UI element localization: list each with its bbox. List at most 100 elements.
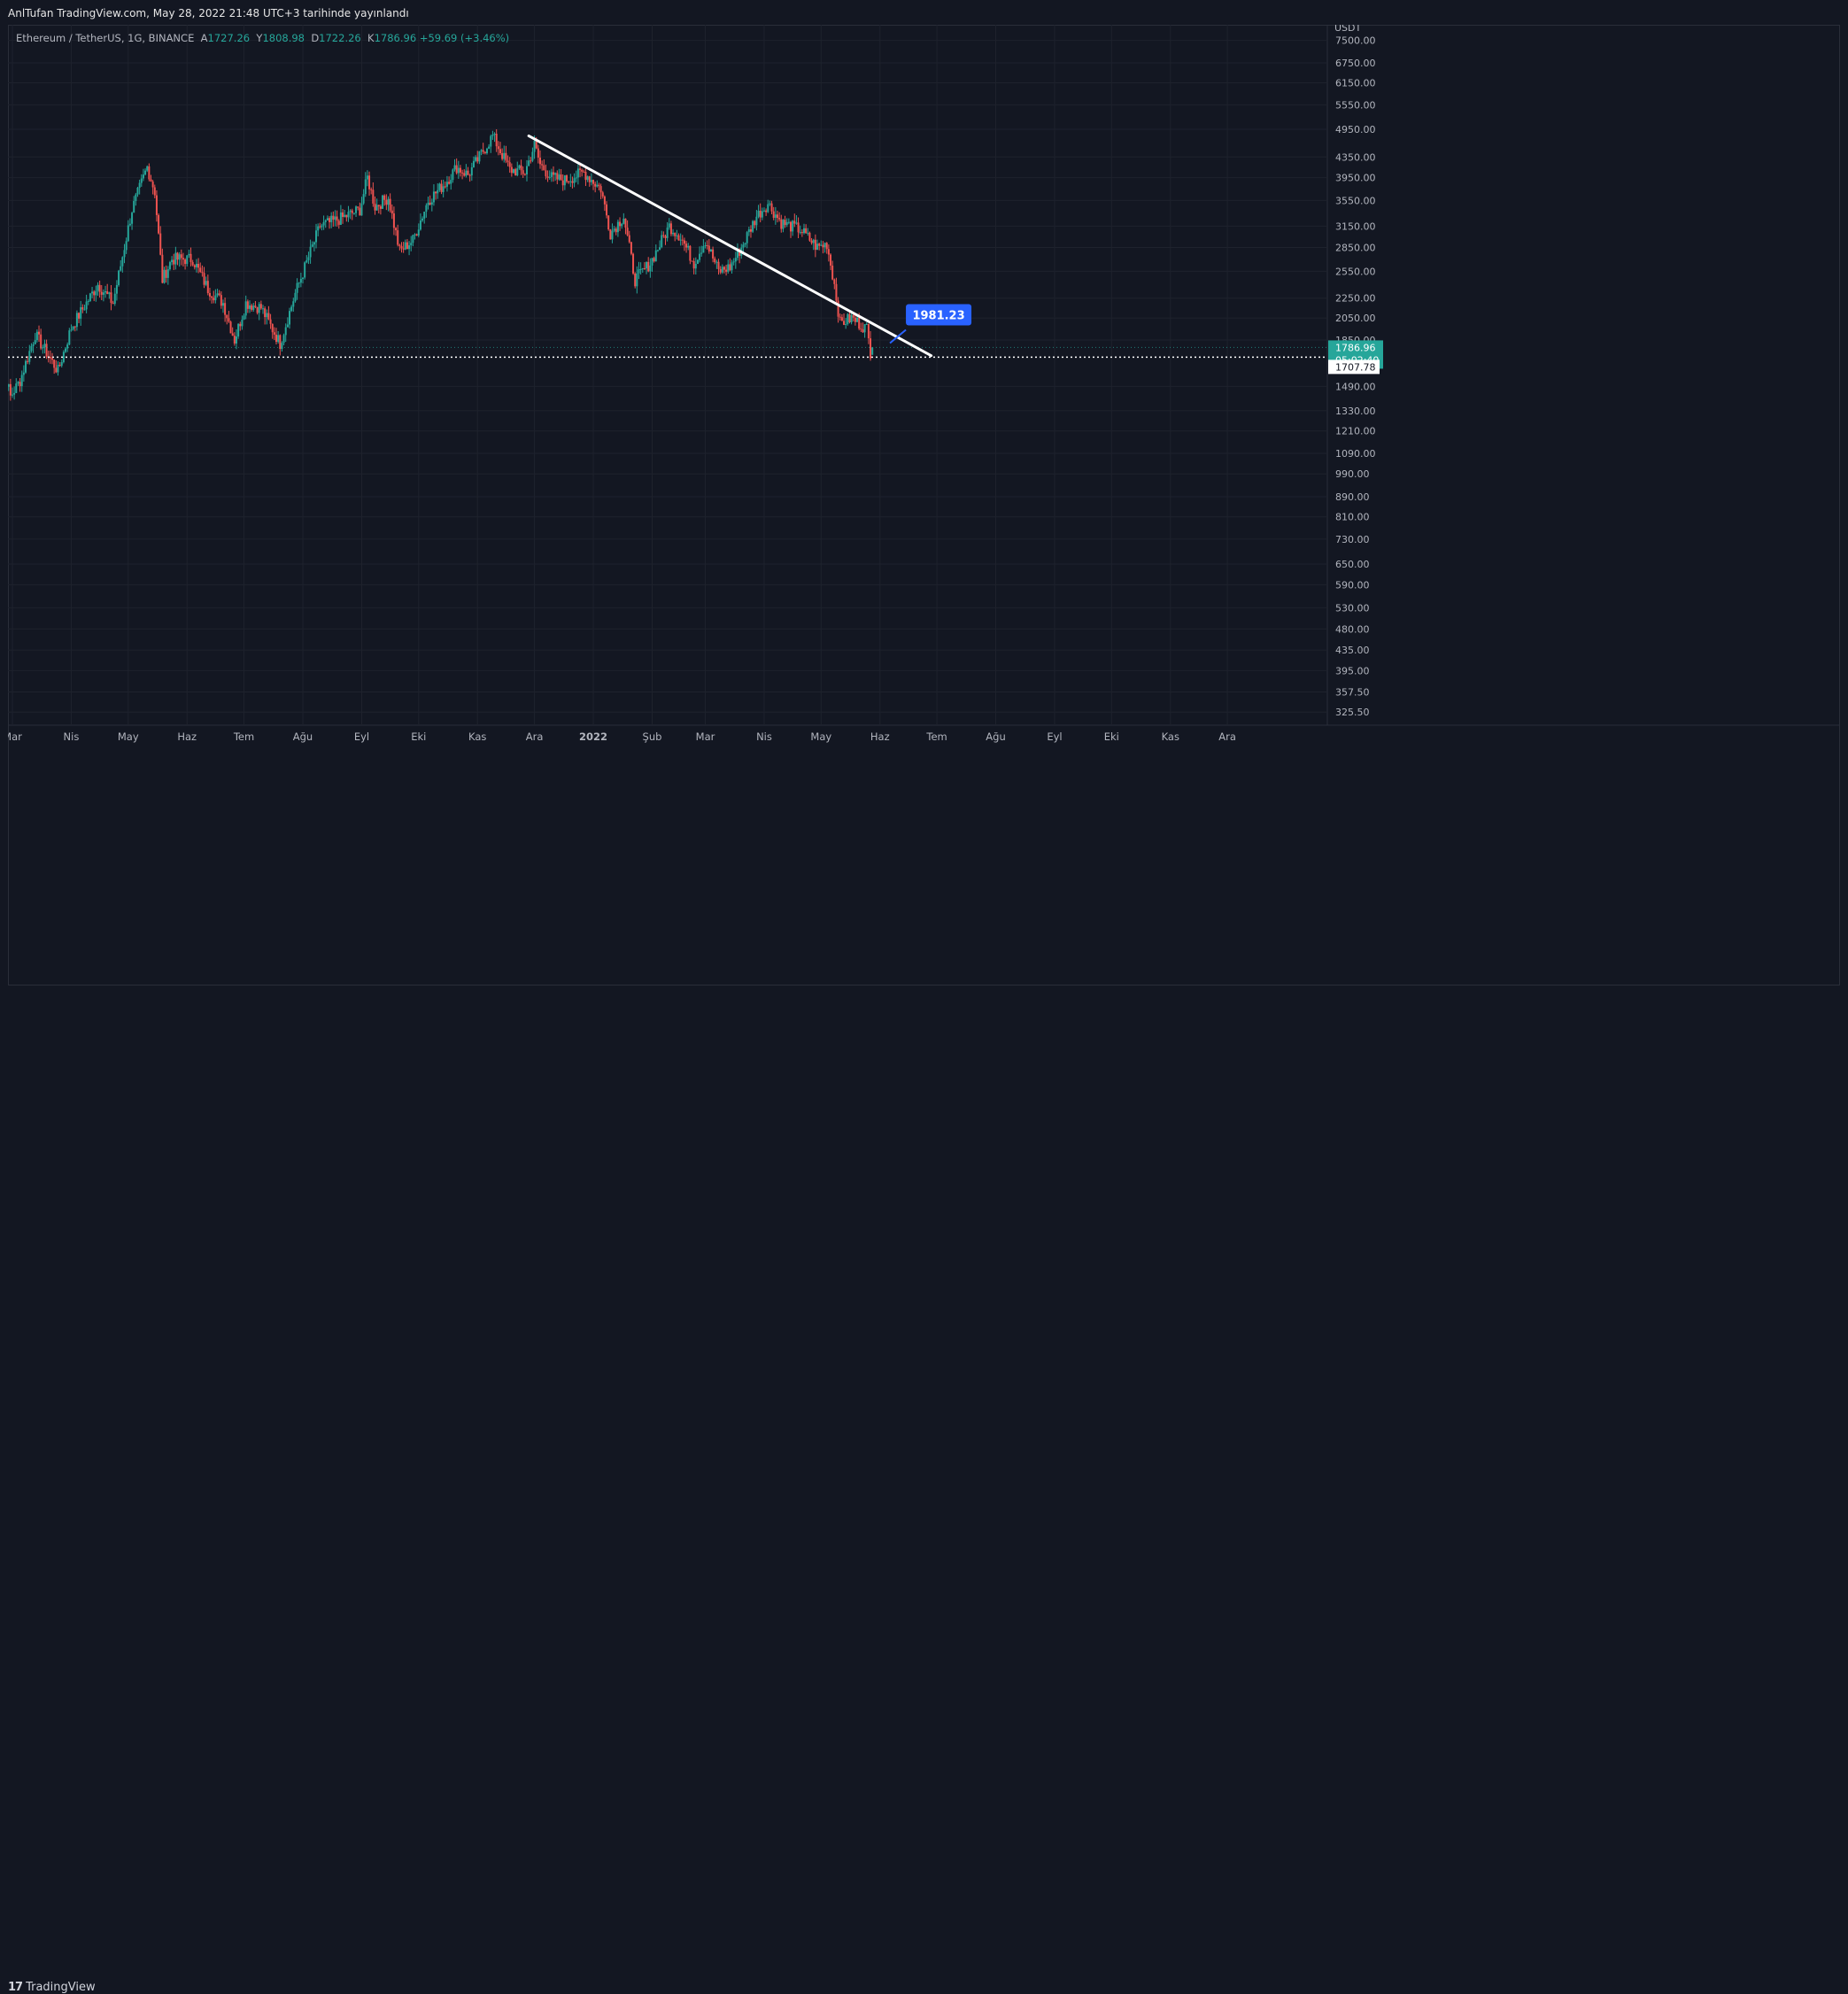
price-tick-label: 530.00 [1335,602,1370,614]
candle-body [93,291,96,296]
candle-body [195,264,197,267]
candle-body [734,258,737,262]
candle-body [495,133,498,147]
price-tick-label: 3950.00 [1335,173,1376,184]
candle-body [778,218,781,220]
candle-body [736,249,738,259]
tradingview-logo[interactable]: 17 TradingView [8,1981,96,1994]
candle-body [211,296,213,298]
candle-body [364,179,367,195]
candle-body [70,329,73,331]
candle-body [767,204,769,213]
header-bar: AnlTufan TradingView.com, May 28, 2022 2… [0,0,1848,25]
candle-body [522,170,524,174]
candle-body [366,175,368,180]
candle-body [448,182,451,184]
candle-body [315,230,318,243]
candle-body [653,258,655,262]
candle-body [485,148,488,154]
candle-body [32,344,35,346]
candle-body [261,308,264,310]
price-tick-label: 2050.00 [1335,313,1376,324]
candle-body [264,308,267,318]
candle-body [168,262,171,270]
candle-body [344,214,346,217]
candle-body [66,344,69,349]
price-tick-label: 2850.00 [1335,243,1376,254]
candle-body [20,375,23,387]
candle-body [478,151,481,162]
candle-body [427,202,429,205]
candle-body [120,266,122,271]
candle-body [231,333,234,336]
candle-body [457,167,460,174]
candle-body [146,166,149,171]
candle-body [311,244,313,247]
candle-body [628,235,630,243]
candle-body [862,329,864,333]
candle-body [738,249,741,256]
price-tick-label: 810.00 [1335,512,1370,523]
candle-body [646,261,648,269]
candle-body [51,358,54,360]
candle-body [87,301,89,303]
candle-body [488,146,491,149]
candle-body [566,175,568,182]
candle-body [512,169,514,174]
candle-body [27,360,29,362]
candle-body [375,205,378,211]
candle-body [634,273,637,287]
candle-body [271,323,274,333]
candle-body [178,254,181,260]
candle-body [392,213,395,228]
candle-body [668,223,670,228]
candle-body [385,199,388,205]
candlestick-series [8,128,874,401]
candle-body [712,249,715,259]
candle-body [138,182,141,188]
candle-body [691,260,693,262]
candle-body [463,173,466,176]
candle-body [251,305,253,310]
candle-body [40,334,43,349]
price-tick-label: 480.00 [1335,623,1370,635]
candle-body [782,220,785,229]
candle-body [689,245,692,261]
candle-body [216,293,219,296]
candle-body [816,243,819,251]
candle-body [58,365,61,367]
legend-high-label: Y [256,32,263,44]
candle-body [810,240,813,243]
candle-body [805,228,808,234]
candle-body [553,172,555,175]
candle-body [537,148,539,158]
candle-body [290,306,293,312]
candle-body [208,292,211,297]
candle-body [368,175,371,189]
candle-body [437,189,439,194]
candle-body [390,210,393,214]
candle-body [199,267,202,273]
chart-grid [8,25,1840,726]
candle-body [53,359,56,368]
candle-body [719,268,722,273]
candle-body [197,264,200,268]
candle-body [453,165,456,170]
candle-body [153,187,156,196]
candle-body [307,257,310,260]
price-tick-label: 2550.00 [1335,266,1376,277]
candle-body [731,262,733,271]
legend-low-value: 1722.26 [319,32,361,44]
candle-body [319,226,321,228]
candle-body [571,181,574,183]
candle-body [506,160,509,163]
candle-body [203,273,205,285]
candle-body [180,254,182,259]
candle-body [681,239,684,241]
candle-body [430,202,433,205]
candle-body [613,228,615,231]
candle-body [166,269,169,278]
candle-body [65,348,67,352]
candle-body [412,235,414,243]
